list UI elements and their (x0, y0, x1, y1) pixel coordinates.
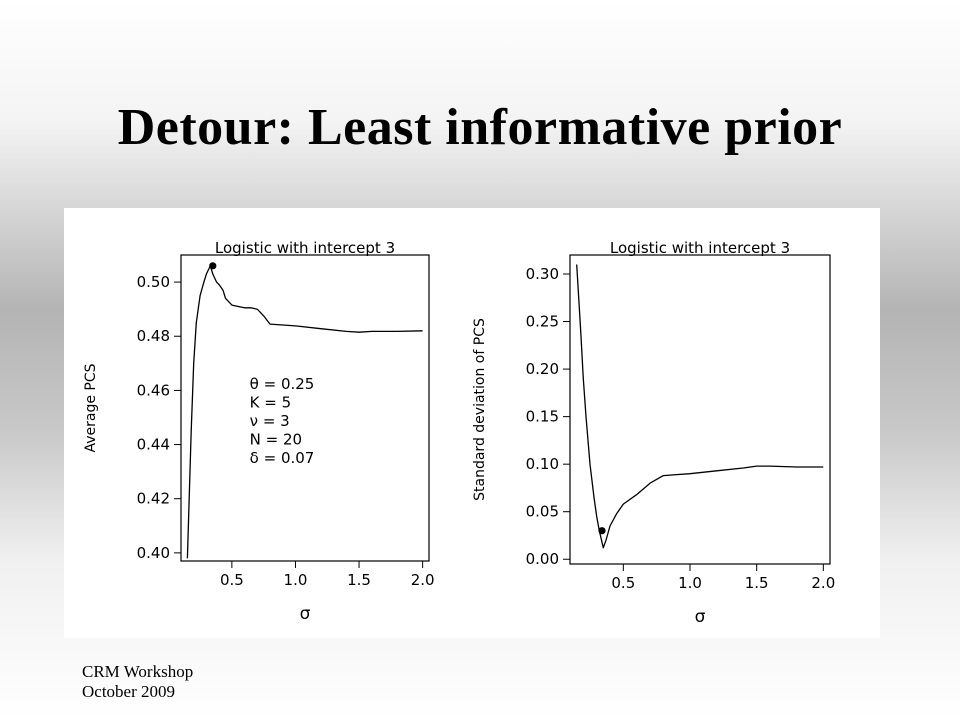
y-tick-label: 0.40 (137, 544, 170, 562)
footer-workshop: CRM Workshop (82, 662, 194, 681)
figure-svg: Logistic with intercept 3 0.5 1.0 1.5 2.0 0.4… (83, 239, 835, 627)
y-tick-label: 0.30 (526, 265, 559, 283)
y-tick-label: 0.42 (137, 490, 170, 508)
parameter-label: δ = 0.07 (250, 449, 315, 467)
optimum-marker (209, 262, 217, 270)
optimum-marker (598, 527, 606, 535)
y-tick-label: 0.10 (526, 455, 559, 473)
x-axis-label: σ (695, 607, 706, 627)
x-tick-label: 1.0 (678, 574, 702, 592)
parameter-label: θ = 0.25 (250, 375, 315, 393)
parameter-label: ν = 3 (250, 412, 290, 430)
chart-2: Logistic with intercept 3 0.5 1.0 1.5 2.0 0.0… (472, 239, 835, 627)
y-axis-label: Standard deviation of PCS (472, 318, 488, 501)
y-tick-label: 0.05 (526, 503, 559, 521)
y-tick-label: 0.00 (526, 550, 559, 568)
series-line (576, 264, 824, 549)
y-axis-label: Average PCS (83, 363, 99, 452)
x-tick-label: 2.0 (411, 571, 435, 589)
chart-1: Logistic with intercept 3 0.5 1.0 1.5 2.0 0.4… (83, 239, 435, 624)
chart-title: Logistic with intercept 3 (610, 239, 790, 257)
parameter-label: K = 5 (250, 394, 291, 412)
series-line (186, 265, 423, 559)
x-tick-label: 2.0 (811, 574, 835, 592)
y-tick-label: 0.15 (526, 408, 559, 426)
y-tick-label: 0.50 (137, 273, 170, 291)
x-tick-label: 1.5 (347, 571, 371, 589)
plot-frame (569, 254, 831, 565)
x-tick-label: 1.0 (284, 571, 308, 589)
slide-title: Detour: Least informative prior (117, 99, 843, 156)
y-tick-label: 0.46 (137, 381, 170, 399)
y-tick-label: 0.25 (526, 313, 559, 331)
x-tick-label: 1.5 (745, 574, 769, 592)
y-tick-label: 0.20 (526, 360, 559, 378)
footer-date: October 2009 (82, 682, 176, 701)
figure-panel: Logistic with intercept 3 0.5 1.0 1.5 2.0 0.4… (64, 208, 880, 638)
y-tick-label: 0.48 (137, 327, 170, 345)
plot-frame (180, 254, 430, 562)
x-tick-label: 0.5 (220, 571, 244, 589)
slide-footer: CRM Workshop October 2009 (82, 662, 193, 702)
y-tick-label: 0.44 (137, 436, 170, 454)
x-axis-label: σ (300, 604, 311, 624)
chart-title: Logistic with intercept 3 (215, 239, 395, 257)
parameter-label: N = 20 (250, 431, 302, 449)
x-tick-label: 0.5 (611, 574, 635, 592)
